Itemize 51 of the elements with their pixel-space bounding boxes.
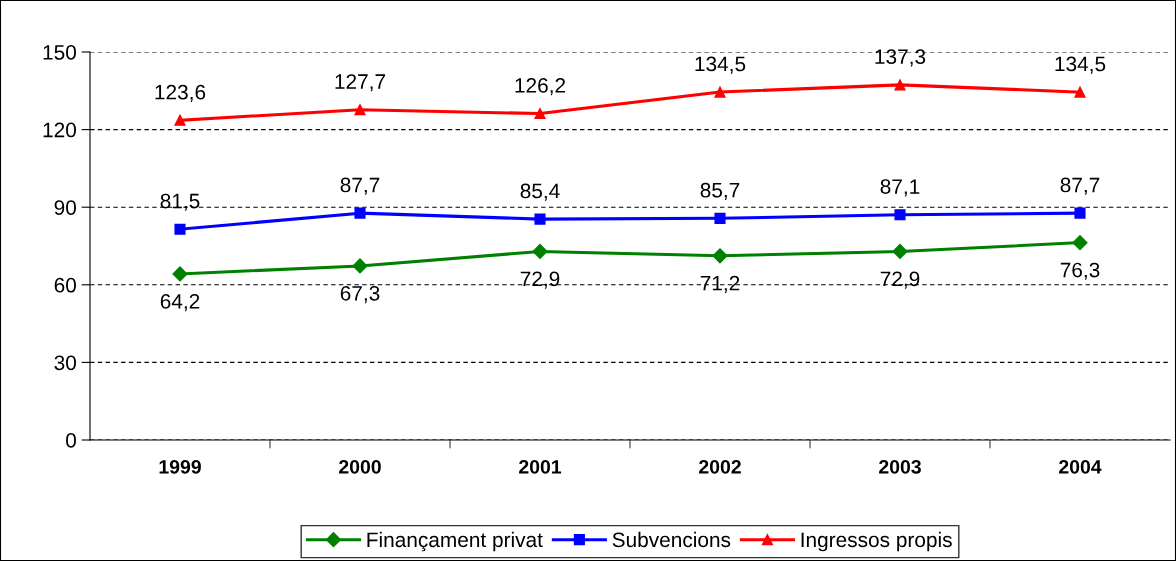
- data-label: 81,5: [160, 193, 200, 211]
- point: [534, 213, 546, 225]
- data-label: 87,7: [340, 177, 380, 195]
- data-label: 134,5: [1055, 56, 1106, 74]
- data-label: 85,7: [700, 182, 740, 200]
- point: [1074, 86, 1086, 98]
- legend-label: Ingressos propis: [801, 531, 952, 552]
- point: [714, 86, 726, 98]
- data-label: 72,9: [880, 271, 920, 289]
- data-label: 71,2: [700, 275, 740, 294]
- point: [894, 79, 906, 91]
- data-label: 76,3: [1060, 262, 1100, 280]
- x-tick-label: 2003: [879, 459, 921, 474]
- point: [894, 209, 906, 221]
- x-tick-label: 2000: [339, 459, 381, 474]
- point: [352, 258, 368, 274]
- y-tick-label: 60: [54, 277, 76, 293]
- data-label: 87,1: [880, 179, 920, 197]
- x-tick-label: 2004: [1059, 459, 1102, 474]
- y-tick-label: 150: [43, 45, 76, 60]
- point: [354, 104, 366, 116]
- x-tick-label: 2001: [519, 459, 562, 474]
- point: [172, 266, 188, 282]
- data-label: 85,4: [520, 183, 560, 201]
- point: [892, 243, 908, 260]
- point: [174, 114, 186, 126]
- data-label: 72,9: [520, 271, 560, 289]
- point: [174, 223, 186, 235]
- y-tick-label: 120: [43, 122, 76, 138]
- legend-label: Subvencions: [612, 531, 731, 548]
- point: [354, 207, 366, 219]
- x-tick-label: 1999: [159, 459, 201, 474]
- legend-label: Finançament privat: [367, 531, 543, 552]
- data-label: 123,6: [155, 84, 206, 102]
- data-label: 126,2: [515, 78, 566, 96]
- y-tick-label: 0: [66, 433, 76, 448]
- data-label: 64,2: [160, 293, 200, 312]
- point: [534, 108, 546, 120]
- data-label: 127,7: [335, 74, 386, 92]
- data-label: 67,3: [340, 285, 380, 304]
- point: [1074, 207, 1086, 219]
- point: [714, 212, 726, 224]
- point: [712, 248, 728, 264]
- y-tick-label: 30: [54, 355, 76, 371]
- data-label: 137,3: [875, 49, 926, 67]
- point: [1072, 235, 1088, 251]
- y-tick-label: 90: [54, 200, 76, 215]
- data-label: 87,7: [1060, 177, 1100, 195]
- x-tick-label: 2002: [699, 459, 741, 474]
- data-label: 134,5: [695, 56, 746, 74]
- point: [532, 243, 548, 260]
